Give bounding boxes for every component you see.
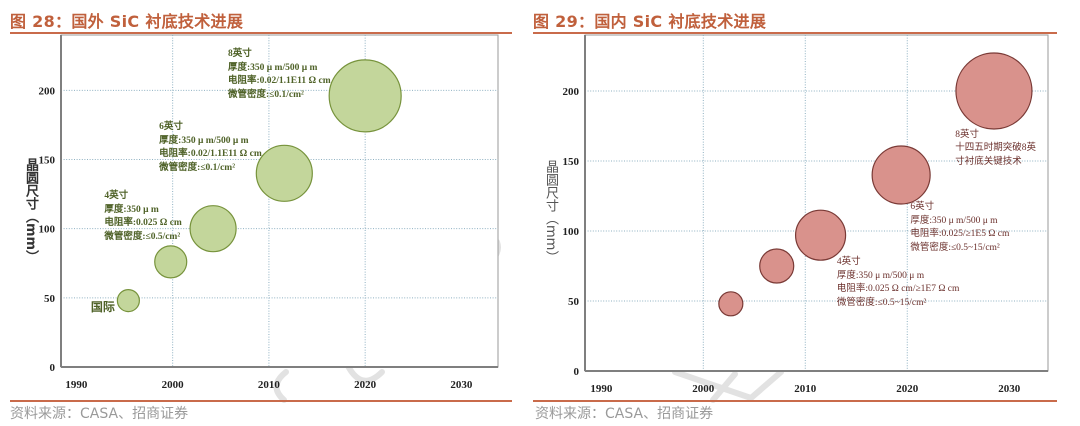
source-note: 资料来源：CASA、招商证券 — [10, 406, 189, 422]
annotation-line: 电阻率:0.02/1.1E11 Ω cm — [228, 76, 331, 86]
bubble-annotation: 8英寸厚度:350 μ m/500 μ m 电阻率:0.02/1.1E11 Ω c… — [228, 48, 331, 102]
annotation-line: 8英寸 — [955, 129, 979, 140]
bubble — [871, 145, 931, 205]
figure-28-panel: 图 28：国外 SiC 衬底技术进展 0 50 100 150 200 1990 2000 2… — [0, 0, 522, 426]
annotation-line: 十四五时期突破8英 — [955, 143, 1036, 154]
x-tick-label: 2020 — [896, 383, 919, 395]
bubble-annotation: 6英寸厚度:350 μ m/500 μ m 电阻率:0.025/≥1E5 Ω cm… — [910, 201, 1009, 255]
x-tick-label: 2020 — [354, 379, 377, 391]
x-tick-label: 2010 — [258, 379, 281, 391]
bubble — [955, 52, 1033, 130]
annotation-line: 厚度:350 μ m/500 μ m — [836, 270, 925, 281]
annotation-line: 8英寸 — [228, 49, 252, 59]
annotation-line: 微管密度:≤0.5/cm² — [104, 231, 181, 242]
bubble-chart: 0 50 100 150 200 1990 2000 2010 2020 2030 — [39, 34, 499, 391]
bubble-annotation: 4英寸厚度:350 μ m/500 μ m 电阻率:0.025 Ω cm/≥1E7… — [837, 256, 960, 310]
y-tick-label: 50 — [568, 296, 580, 308]
x-tick-label: 2000 — [162, 379, 185, 391]
source-divider — [10, 400, 512, 402]
y-tick-label: 200 — [563, 86, 580, 98]
y-tick-label: 200 — [39, 85, 56, 97]
y-tick-label: 50 — [44, 293, 56, 305]
y-tick-label: 150 — [563, 156, 580, 168]
annotation-line: 4英寸 — [836, 257, 861, 268]
annotation-line: 微管密度:≤0.1/cm² — [159, 162, 236, 173]
bubble-annotation: 6英寸厚度:350 μ m/500 μ m 电阻率:0.02/1.1E11 Ω c… — [159, 121, 262, 175]
bubble — [154, 245, 188, 279]
y-axis-title: 晶圆尺寸（mm） — [23, 158, 38, 264]
bubble — [328, 59, 402, 133]
x-tick-label: 2010 — [794, 383, 817, 395]
annotation-line: 厚度:350 μ m/500 μ m — [910, 215, 998, 226]
annotation-line: 电阻率:0.02/1.1E11 Ω cm — [159, 149, 262, 160]
annotation-line: 厚度:350 μ m — [104, 204, 159, 215]
annotation-line: 微管密度:≤0.5~15/cm² — [836, 297, 927, 308]
y-tick-label: 0 — [574, 366, 580, 378]
bubble — [255, 144, 313, 202]
series-label: 国际 — [91, 300, 115, 314]
bubble-chart: 0 50 100 150 200 1990 2000 2010 2020 2030 — [563, 34, 1049, 395]
title-divider — [10, 32, 512, 34]
bubble-annotation: 8英寸十四五时期突破8英 寸衬底关键技术 — [955, 129, 1036, 170]
y-tick-label: 0 — [50, 362, 56, 374]
bubble-annotation: 4英寸厚度:350 μ m 电阻率:0.025 Ω cm 微管密度:≤0.5/cm² — [104, 190, 182, 244]
x-tick-label: 2030 — [998, 383, 1021, 395]
annotation-line: 厚度:350 μ m/500 μ m — [228, 62, 318, 73]
source-divider — [533, 400, 1057, 402]
annotation-line: 厚度:350 μ m/500 μ m — [159, 135, 249, 146]
figure-title: 图 29：国内 SiC 衬底技术进展 — [533, 12, 767, 31]
bubble — [718, 291, 744, 317]
annotation-line: 6英寸 — [910, 202, 935, 213]
y-tick-label: 100 — [39, 224, 56, 236]
x-tick-label: 2000 — [692, 383, 715, 395]
annotation-line: 电阻率:0.025/≥1E5 Ω cm — [910, 229, 1010, 240]
annotation-line: 微管密度:≤0.5~15/cm² — [910, 242, 1000, 253]
bubble — [116, 289, 140, 313]
bubble — [794, 209, 847, 261]
source-note: 资料来源：CASA、招商证券 — [535, 406, 714, 422]
y-tick-label: 100 — [563, 226, 580, 238]
bubble — [189, 205, 237, 253]
figure-title: 图 28：国外 SiC 衬底技术进展 — [10, 12, 244, 31]
title-divider — [533, 32, 1057, 34]
annotation-line: 6英寸 — [159, 122, 183, 133]
y-tick-label: 150 — [39, 155, 56, 167]
annotation-line: 电阻率:0.025 Ω cm/≥1E7 Ω cm — [836, 284, 960, 295]
x-tick-label: 1990 — [65, 379, 88, 391]
x-tick-label: 1990 — [590, 383, 613, 395]
annotation-line: 国际 — [90, 299, 115, 314]
x-tick-label: 2030 — [450, 379, 473, 391]
y-axis-title: 晶圆尺寸（mm） — [543, 160, 558, 264]
annotation-line: 微管密度:≤0.1/cm² — [228, 89, 304, 100]
annotation-line: 4英寸 — [104, 191, 129, 202]
annotation-line: 电阻率:0.025 Ω cm — [104, 218, 182, 229]
annotation-line: 寸衬底关键技术 — [955, 156, 1022, 167]
bubble — [759, 248, 795, 284]
figure-29-panel: 图 29：国内 SiC 衬底技术进展 0 50 100 150 200 1990 2000 2… — [523, 0, 1080, 426]
